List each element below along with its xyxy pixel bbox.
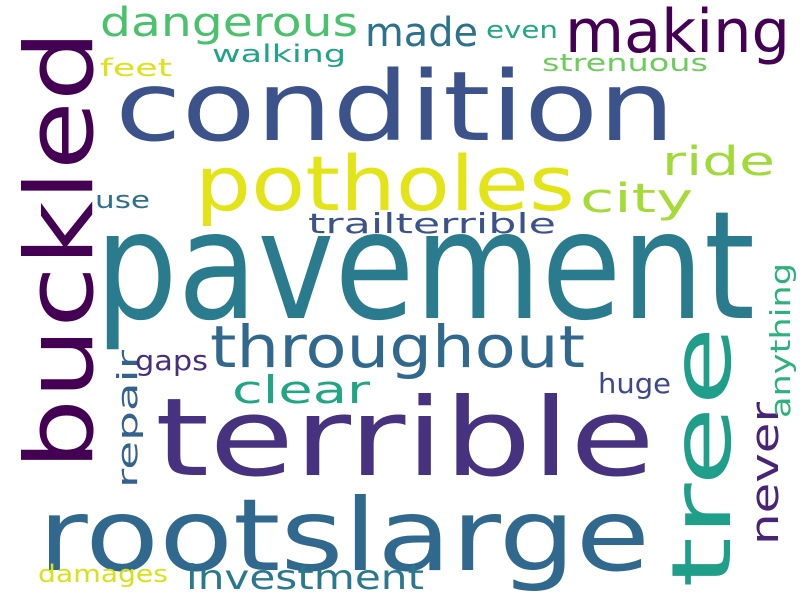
word-throughout: throughout [210,313,585,381]
word-feet: feet [100,54,172,82]
word-made: made [365,10,478,56]
word-gaps: gaps [135,344,208,377]
word-repair: repair [111,349,144,488]
word-use: use [95,186,150,214]
word-dangerous: dangerous [100,0,358,46]
word-pavement: pavement [95,180,755,354]
word-condition: condition [115,51,675,163]
word-tree: tree [655,326,750,588]
word-anything: anything [764,263,797,418]
word-never: never [743,402,787,545]
word-city: city [580,176,693,222]
word-strenuous: strenuous [542,49,708,77]
word-potholes: potholes [195,139,575,228]
word-damages: damages [38,560,168,588]
word-investment: investment [186,558,424,598]
word-rootslarge: rootslarge [38,477,650,594]
word-making: making [565,0,790,67]
word-huge: huge [598,367,671,400]
word-walking: walking [212,40,346,68]
word-buckled: buckled [6,30,115,470]
word-even: even [486,16,558,44]
word-ride: ride [662,139,775,185]
word-trailterrible: trailterrible [308,207,556,240]
word-clear: clear [232,368,371,412]
word-terrible: terrible [155,376,655,501]
